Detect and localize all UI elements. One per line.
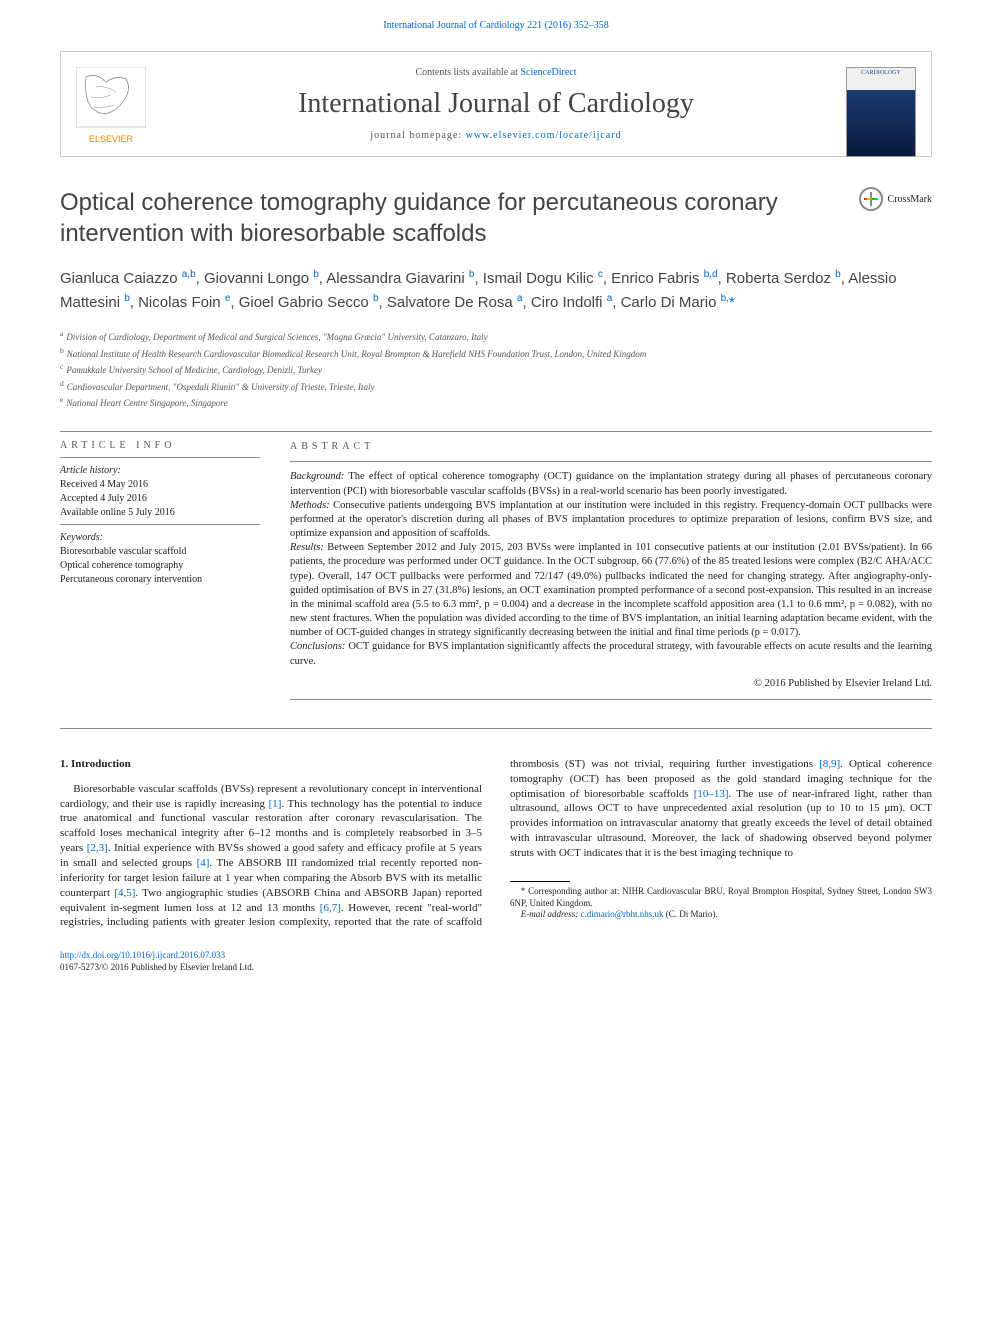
corr-email-link[interactable]: c.dimario@rbht.nhs.uk (580, 909, 663, 919)
ref-link[interactable]: [4,5] (114, 887, 135, 899)
abstract-heading: ABSTRACT (290, 440, 932, 454)
crossmark-icon (859, 187, 883, 211)
citation-link[interactable]: International Journal of Cardiology 221 … (383, 20, 609, 31)
keywords-label: Keywords: (60, 531, 260, 545)
abstract-background: Background: The effect of optical cohere… (290, 470, 932, 498)
journal-homepage-link[interactable]: www.elsevier.com/locate/ijcard (466, 130, 622, 141)
affiliation-line: aDivision of Cardiology, Department of M… (60, 328, 932, 345)
ref-link[interactable]: [6,7] (320, 902, 341, 914)
ref-link[interactable]: [1] (269, 798, 282, 810)
article-body: 1. Introduction Bioresorbable vascular s… (60, 757, 932, 930)
affiliation-line: cPamukkale University School of Medicine… (60, 361, 932, 378)
separator-rule (60, 431, 932, 432)
affiliation-line: bNational Institute of Health Research C… (60, 345, 932, 362)
introduction-heading: 1. Introduction (60, 757, 482, 772)
affiliation-line: dCardiovascular Department, "Ospedali Ri… (60, 378, 932, 395)
sciencedirect-link[interactable]: ScienceDirect (520, 67, 576, 78)
ref-link[interactable]: [10–13] (694, 788, 729, 800)
abstract-results: Results: Between September 2012 and July… (290, 541, 932, 640)
separator-rule (60, 728, 932, 729)
history-label: Article history: (60, 464, 260, 478)
keyword: Percutaneous coronary intervention (60, 573, 260, 587)
abstract-column: ABSTRACT Background: The effect of optic… (290, 440, 932, 708)
author-list: Gianluca Caiazzo a,b, Giovanni Longo b, … (60, 267, 932, 314)
page-footer: http://dx.doi.org/10.1016/j.ijcard.2016.… (0, 930, 992, 1003)
keyword: Optical coherence tomography (60, 559, 260, 573)
affiliation-line: eNational Heart Centre Singapore, Singap… (60, 394, 932, 411)
journal-cover-icon: CARDIOLOGY (846, 67, 916, 157)
article-title: Optical coherence tomography guidance fo… (60, 187, 839, 249)
article-info-column: ARTICLE INFO Article history: Received 4… (60, 440, 260, 708)
citation-header: International Journal of Cardiology 221 … (0, 0, 992, 41)
contents-list-line: Contents lists available at ScienceDirec… (181, 67, 811, 78)
abstract-conclusions: Conclusions: OCT guidance for BVS implan… (290, 640, 932, 668)
crossmark-badge[interactable]: CrossMark (859, 187, 932, 211)
abstract-methods: Methods: Consecutive patients undergoing… (290, 499, 932, 542)
ref-link[interactable]: [4] (197, 857, 210, 869)
elsevier-logo-icon: ELSEVIER (76, 67, 146, 147)
journal-homepage-line: journal homepage: www.elsevier.com/locat… (181, 130, 811, 141)
corr-author-line: * Corresponding author at: NIHR Cardiova… (510, 886, 932, 909)
crossmark-label: CrossMark (888, 194, 932, 205)
svg-text:ELSEVIER: ELSEVIER (89, 134, 134, 144)
doi-link[interactable]: http://dx.doi.org/10.1016/j.ijcard.2016.… (60, 950, 225, 960)
journal-name: International Journal of Cardiology (181, 88, 811, 120)
issn-copyright: 0167-5273/© 2016 Published by Elsevier I… (60, 962, 254, 972)
affiliations: aDivision of Cardiology, Department of M… (60, 328, 932, 411)
ref-link[interactable]: [2,3] (87, 842, 108, 854)
article-info-heading: ARTICLE INFO (60, 440, 260, 451)
keyword: Bioresorbable vascular scaffold (60, 545, 260, 559)
corr-email-line: E-mail address: c.dimario@rbht.nhs.uk (C… (510, 909, 932, 921)
abstract-copyright: © 2016 Published by Elsevier Ireland Ltd… (290, 677, 932, 691)
corresponding-author-footnote: * Corresponding author at: NIHR Cardiova… (510, 881, 932, 921)
history-online: Available online 5 July 2016 (60, 506, 260, 520)
ref-link[interactable]: [8,9] (819, 758, 840, 770)
journal-header: ELSEVIER CARDIOLOGY Contents lists avail… (60, 51, 932, 157)
history-accepted: Accepted 4 July 2016 (60, 492, 260, 506)
history-received: Received 4 May 2016 (60, 478, 260, 492)
